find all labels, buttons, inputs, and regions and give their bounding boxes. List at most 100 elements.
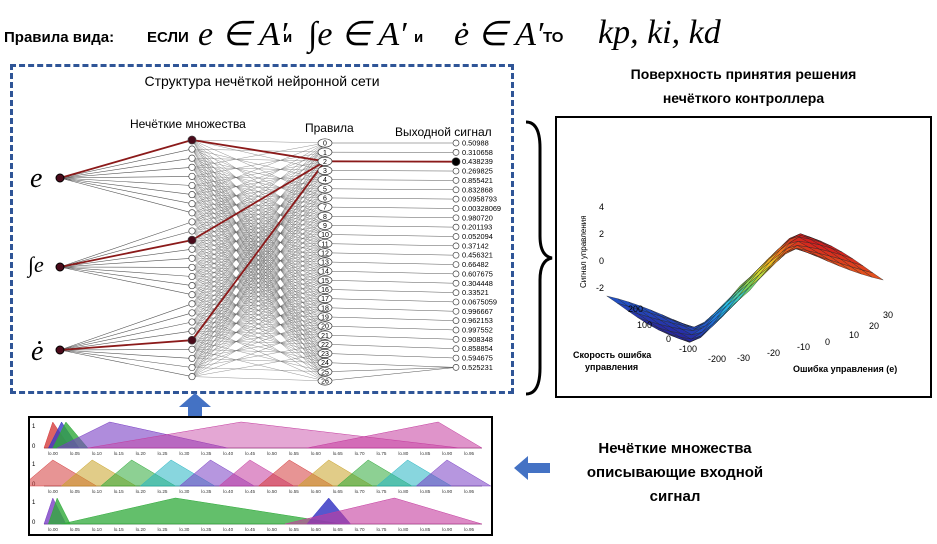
x-tick-4: -10	[797, 342, 811, 352]
fuzzy-set-node	[188, 318, 196, 326]
rule-output-link	[324, 353, 457, 359]
col-rules-label: Правила	[305, 121, 354, 135]
active-input-link	[59, 239, 193, 268]
input-label-e-dot: ė	[31, 336, 44, 367]
output-node	[452, 167, 460, 175]
mf-tick-label: lo.00	[48, 489, 58, 494]
output-node	[452, 233, 460, 240]
output-value-label: 0.50988	[462, 139, 489, 148]
rule-id-label: 11	[321, 241, 328, 248]
fuzzy-rule-link	[191, 353, 326, 377]
output-node	[452, 354, 460, 362]
rule-id-label: 19	[321, 314, 329, 321]
output-value-label: 0.855421	[462, 176, 493, 185]
output-value-label: 0.201193	[462, 223, 492, 232]
output-value-label: 0.00328069	[462, 204, 501, 213]
mf-row-label: 1	[32, 500, 36, 506]
input-fuzzy-link	[59, 221, 193, 268]
x-tick-1: 20	[869, 321, 880, 331]
output-value-label: 0.37142	[462, 241, 489, 250]
fuzzy-rule-link	[191, 216, 326, 377]
rule-output-link	[324, 280, 457, 284]
network-nodes	[55, 135, 461, 386]
fuzzy-set-node	[188, 300, 196, 308]
surface-caption-2: нечёткого контроллера	[662, 90, 825, 106]
output-value-label: 0.438239	[462, 157, 493, 166]
y-tick-1: 100	[637, 320, 653, 330]
active-input-link	[59, 339, 193, 351]
input-fuzzy-link	[59, 266, 193, 286]
col-fuzzy-sets-label: Нечёткие множества	[130, 117, 246, 131]
mf-tick-label: lo.00	[48, 451, 58, 456]
rule-node	[317, 358, 333, 368]
x-tick-5: -20	[767, 348, 781, 358]
output-node	[452, 336, 460, 343]
fuzzy-rule-link	[191, 152, 326, 341]
y-axis-label-2: управления	[585, 362, 639, 372]
rule-id-label: 15	[321, 278, 329, 285]
mf-tick-label: lo.70	[355, 451, 365, 456]
mf-tick-label: lo.80	[398, 451, 408, 456]
mf-tick-label: lo.15	[114, 527, 124, 532]
mf-tick-label: lo.45	[245, 451, 255, 456]
fuzzy-set-node	[188, 227, 196, 235]
decision-surface-panel: Сигнал управления 4 2 0 -2 200 100 0 -10…	[555, 116, 932, 398]
rule-output-link	[324, 188, 457, 190]
rule-id-label: 8	[323, 214, 327, 221]
rule-output-link	[324, 298, 457, 303]
fuzzy-set-node	[188, 245, 196, 253]
rule-id-label: 22	[321, 342, 329, 349]
rule-node	[317, 211, 333, 221]
mf-tick-label: lo.60	[311, 451, 321, 456]
mf-tick-label: lo.55	[289, 489, 299, 494]
rule-node	[317, 229, 333, 240]
mf-tick-label: lo.40	[223, 489, 233, 494]
output-node	[452, 214, 460, 222]
rule-output-link	[324, 261, 457, 265]
output-node	[452, 186, 460, 194]
rule-node	[317, 248, 333, 258]
mf-caption-2: описывающие входной	[586, 464, 764, 481]
output-node	[452, 242, 460, 250]
surface-caption-1: Поверхность принятия решения	[630, 66, 857, 82]
input-fuzzy-link	[59, 167, 193, 179]
rule-output-link	[324, 362, 457, 368]
mf-tick-label: lo.25	[158, 451, 168, 456]
input-fuzzy-link	[59, 177, 193, 195]
rule-id-label: 16	[321, 287, 329, 294]
membership-function	[415, 459, 491, 487]
y-tick-4: -200	[708, 354, 727, 364]
rule-node	[317, 348, 333, 358]
rule-node	[317, 138, 333, 148]
fuzzy-rule-link	[191, 188, 326, 377]
output-value-label: 0.525231	[462, 363, 493, 372]
network-title: Структура нечёткой нейронной сети	[144, 73, 380, 89]
rule-node	[317, 367, 333, 377]
rule-node	[317, 193, 333, 203]
fuzzy-set-node	[188, 263, 196, 271]
input-fuzzy-link	[59, 321, 193, 351]
mf-tick-label: lo.75	[377, 489, 387, 494]
mf-tick-label: lo.85	[420, 451, 430, 456]
fuzzy-rule-link	[191, 376, 326, 382]
rule-output-link	[324, 367, 457, 372]
rule-node	[317, 294, 333, 304]
rule-id-label: 18	[321, 305, 329, 312]
output-node	[452, 317, 460, 324]
fuzzy-set-node	[188, 327, 196, 335]
input-label-integral-e: ∫e	[28, 252, 44, 277]
condition-integral-e: ∫e ∈ A′	[308, 16, 407, 53]
output-value-label: 0.594675	[462, 354, 493, 363]
x-tick-6: -30	[737, 353, 751, 363]
fuzzy-rule-link	[191, 161, 326, 377]
mf-row-label: 1	[32, 462, 36, 468]
fuzzy-rule-link	[191, 243, 326, 377]
output-value-label: 0.996667	[462, 307, 493, 316]
output-value-label: 0.66482	[462, 260, 489, 269]
mf-tick-label: lo.35	[201, 489, 211, 494]
mf-tick-label: lo.20	[136, 527, 146, 532]
rule-output-link	[324, 206, 457, 209]
fuzzy-rule-link	[191, 179, 326, 368]
y-tick-0: 200	[628, 304, 644, 314]
fuzzy-rule-link	[191, 197, 326, 359]
